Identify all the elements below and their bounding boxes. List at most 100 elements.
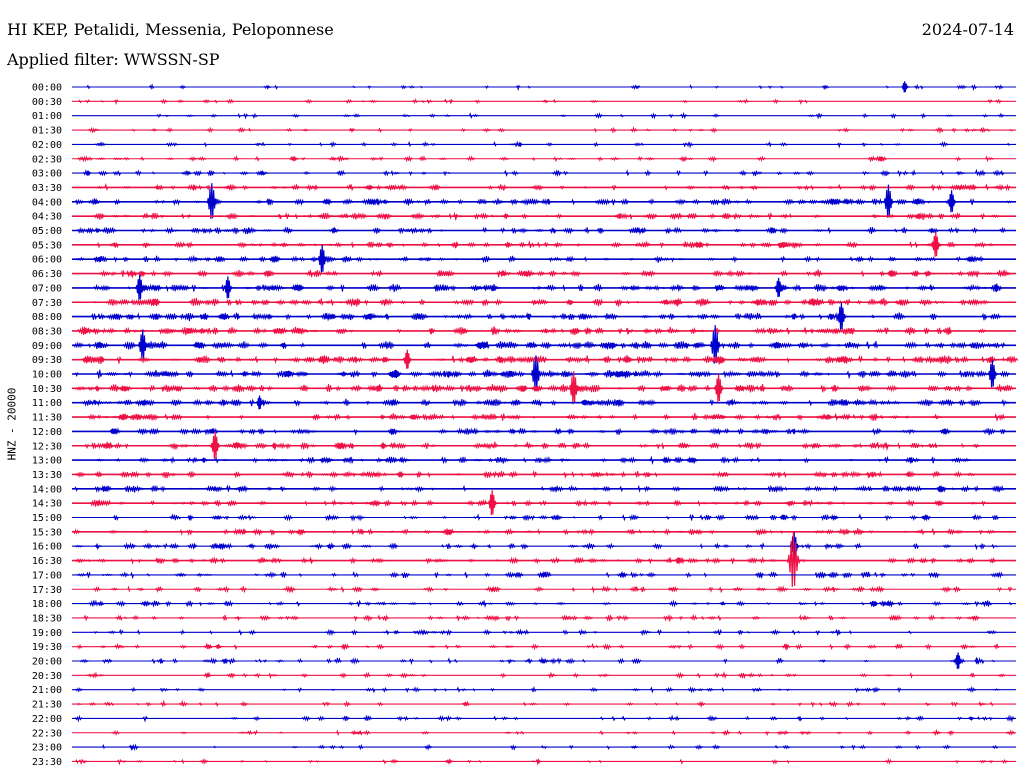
trace-noise: [88, 126, 1014, 134]
trace-row: [72, 140, 1016, 149]
row-time-label: 19:30: [32, 642, 62, 653]
trace-row: [72, 685, 1016, 694]
row-time-label: 23:00: [32, 743, 62, 754]
trace-row: [72, 244, 1016, 273]
trace-noise: [93, 297, 990, 307]
trace-noise: [74, 469, 976, 479]
trace-noise: [76, 642, 1000, 651]
trace-noise: [86, 670, 1006, 680]
row-time-label: 01:30: [32, 126, 62, 137]
row-time-label: 06:30: [32, 269, 62, 280]
row-time-label: 01:00: [32, 111, 62, 122]
row-time-label: 12:30: [32, 441, 62, 452]
trace-row: [72, 349, 1019, 369]
trace-row: [72, 613, 1016, 623]
row-time-label: 21:30: [32, 700, 62, 711]
trace-noise: [72, 341, 1006, 350]
row-time-label: 22:00: [32, 714, 62, 725]
trace-row: [72, 325, 1016, 364]
trace-row: [72, 154, 1016, 163]
trace-row: [72, 570, 1016, 580]
seismic-event: [568, 371, 582, 405]
trace-row: [72, 183, 1016, 219]
row-time-label: 12:00: [32, 427, 62, 438]
trace-row: [72, 743, 1016, 752]
trace-row: [72, 371, 1016, 405]
trace-noise: [77, 326, 987, 336]
row-time-label: 14:00: [32, 484, 62, 495]
row-time-label: 09:00: [32, 341, 62, 352]
row-time-label: 21:00: [32, 685, 62, 696]
trace-row: [72, 183, 1016, 192]
trace-row: [72, 302, 1016, 330]
trace-noise: [87, 412, 1006, 423]
trace-noise: [73, 254, 985, 264]
trace-row: [72, 395, 1016, 410]
trace-noise: [98, 268, 1012, 279]
row-time-label: 22:30: [32, 728, 62, 739]
row-time-label: 09:30: [32, 355, 62, 366]
trace-row: [72, 326, 1016, 336]
row-time-label: 07:30: [32, 298, 62, 309]
row-time-label: 16:30: [32, 556, 62, 567]
trace-noise: [72, 527, 996, 537]
station-title: HI KEP, Petalidi, Messenia, Peloponnese: [7, 20, 334, 39]
trace-noise: [86, 83, 1004, 92]
row-time-label: 00:00: [32, 83, 62, 94]
trace-row: [72, 98, 1016, 106]
trace-noise: [156, 111, 1005, 120]
trace-noise: [83, 613, 980, 623]
row-time-label: 13:00: [32, 456, 62, 467]
row-time-label: 06:00: [32, 255, 62, 266]
row-time-label: 08:30: [32, 326, 62, 337]
seismic-event: [138, 329, 151, 360]
row-time-label: 20:00: [32, 657, 62, 668]
row-time-label: 18:00: [32, 599, 62, 610]
row-time-label: 02:30: [32, 154, 62, 165]
row-time-label: 15:00: [32, 513, 62, 524]
row-time-label: 13:30: [32, 470, 62, 481]
trace-noise: [74, 542, 999, 551]
row-time-label: 10:00: [32, 370, 62, 381]
trace-row: [72, 111, 1016, 120]
trace-row: [72, 728, 1016, 737]
seismic-event: [714, 373, 726, 402]
trace-row: [72, 699, 1016, 708]
trace-row: [72, 126, 1016, 134]
row-time-label: 20:30: [32, 671, 62, 682]
trace-row: [72, 431, 1016, 459]
row-labels: 00:00 00:30 01:00 01:30 02:00 02:30 03:00 03:30…: [32, 83, 62, 768]
trace-row: [72, 599, 1016, 608]
trace-noise: [93, 628, 997, 637]
trace-noise: [82, 168, 1005, 178]
trace-noise: [74, 556, 996, 565]
seismic-event: [836, 302, 849, 330]
trace-noise: [113, 513, 1000, 522]
row-time-label: 00:30: [32, 97, 62, 108]
seismic-event: [255, 395, 265, 410]
trace-row: [72, 274, 1016, 300]
row-time-label: 19:00: [32, 628, 62, 639]
seismic-event: [954, 652, 964, 669]
row-time-label: 23:30: [32, 757, 62, 768]
trace-row: [72, 231, 1016, 257]
trace-row: [72, 584, 1016, 594]
seismic-event: [901, 81, 910, 93]
seismic-event: [206, 183, 220, 219]
trace-row: [72, 513, 1016, 522]
row-time-label: 03:00: [32, 169, 62, 180]
trace-row: [72, 427, 1016, 436]
trace-row: [72, 628, 1016, 637]
trace-noise: [74, 369, 1010, 380]
trace-row: [72, 81, 1016, 93]
trace-noise: [74, 484, 1005, 494]
seismic-event: [135, 274, 147, 300]
trace-noise: [88, 599, 1013, 608]
trace-row: [72, 652, 1016, 669]
row-time-label: 03:30: [32, 183, 62, 194]
trace-noise: [74, 685, 1000, 694]
trace-row: [72, 455, 1016, 465]
trace-noise: [94, 140, 1011, 149]
seismic-event: [710, 325, 724, 364]
trace-noise: [75, 757, 1008, 766]
